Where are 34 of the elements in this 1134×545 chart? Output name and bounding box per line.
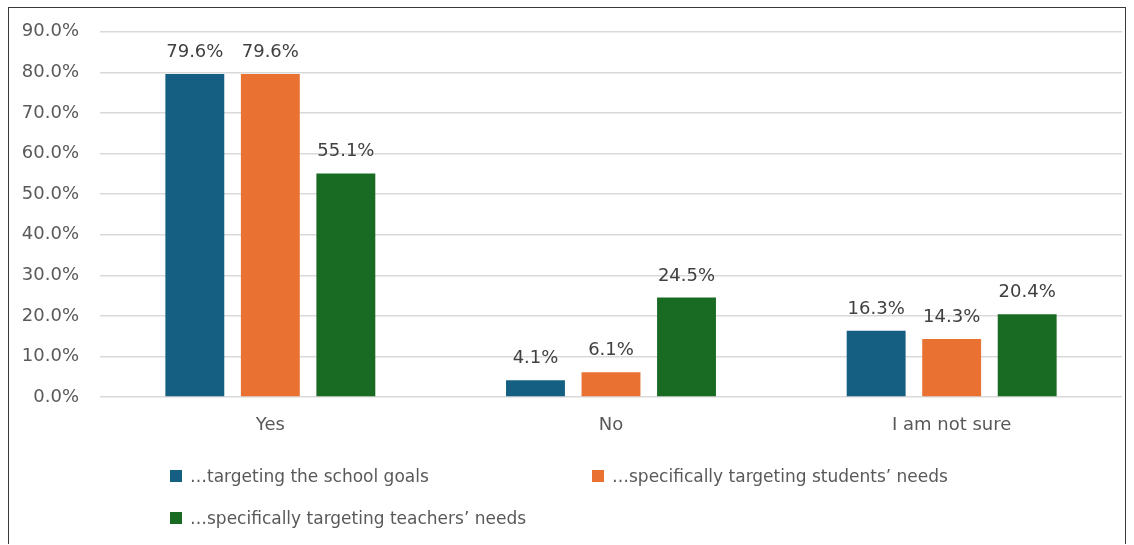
data-label: 20.4% bbox=[998, 280, 1056, 302]
legend-label: …specifically targeting teachers’ needs bbox=[190, 508, 527, 528]
y-tick-label: 10.0% bbox=[21, 344, 79, 366]
bar bbox=[506, 380, 565, 397]
x-tick-label: No bbox=[598, 413, 624, 435]
data-label: 55.1% bbox=[317, 139, 375, 161]
bar bbox=[581, 372, 641, 397]
y-tick-label: 70.0% bbox=[21, 100, 79, 122]
y-tick-label: 30.0% bbox=[21, 262, 79, 284]
data-label: 4.1% bbox=[512, 346, 559, 368]
data-label: 24.5% bbox=[657, 263, 716, 285]
y-tick-label: 20.0% bbox=[21, 303, 79, 325]
y-tick-label: 0.0% bbox=[33, 384, 79, 406]
legend-label: …targeting the school goals bbox=[190, 466, 429, 486]
data-label: 79.6% bbox=[241, 40, 299, 61]
bar bbox=[657, 297, 716, 397]
data-label: 79.6% bbox=[166, 40, 224, 61]
data-label: 16.3% bbox=[847, 296, 905, 318]
x-tick-label: I am not sure bbox=[891, 413, 1012, 435]
bar bbox=[240, 74, 300, 397]
y-tick-label: 40.0% bbox=[21, 222, 79, 244]
bar bbox=[165, 74, 225, 397]
bar bbox=[997, 314, 1057, 397]
y-tick-label: 50.0% bbox=[21, 181, 79, 203]
data-label: 6.1% bbox=[588, 338, 634, 360]
x-tick-label: Yes bbox=[254, 413, 285, 435]
bar bbox=[846, 330, 906, 397]
bar bbox=[316, 173, 376, 397]
legend-label: …specifically targeting students’ needs bbox=[612, 466, 948, 486]
bar bbox=[922, 338, 982, 397]
y-tick-label: 60.0% bbox=[21, 141, 79, 163]
y-tick-label: 80.0% bbox=[21, 60, 79, 82]
data-label: 14.3% bbox=[923, 304, 981, 326]
y-tick-label: 90.0% bbox=[21, 19, 79, 41]
